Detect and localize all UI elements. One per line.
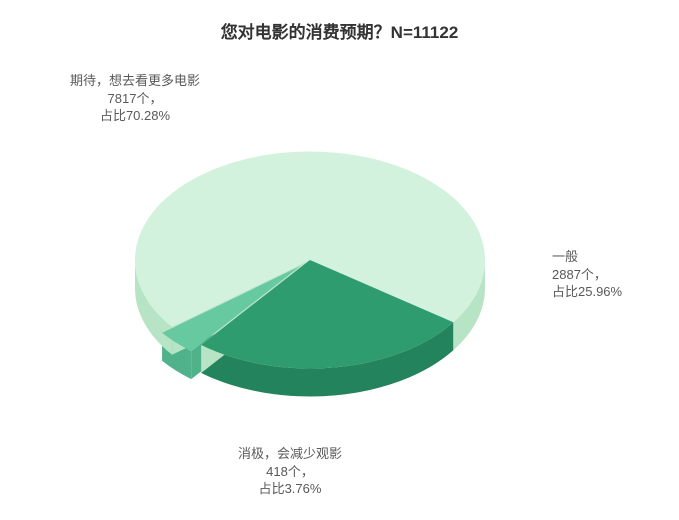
slice-label-0: 一般 2887个， 占比25.96% [552,248,622,301]
slice-label-1: 消极，会减少观影 418个， 占比3.76% [238,445,342,498]
pie-chart-container: 您对电影的消费预期？N=11122 一般 2887个， 占比25.96% 消极，… [0,0,679,520]
slice-label-2: 期待，想去看更多电影 7817个， 占比70.28% [70,72,200,125]
